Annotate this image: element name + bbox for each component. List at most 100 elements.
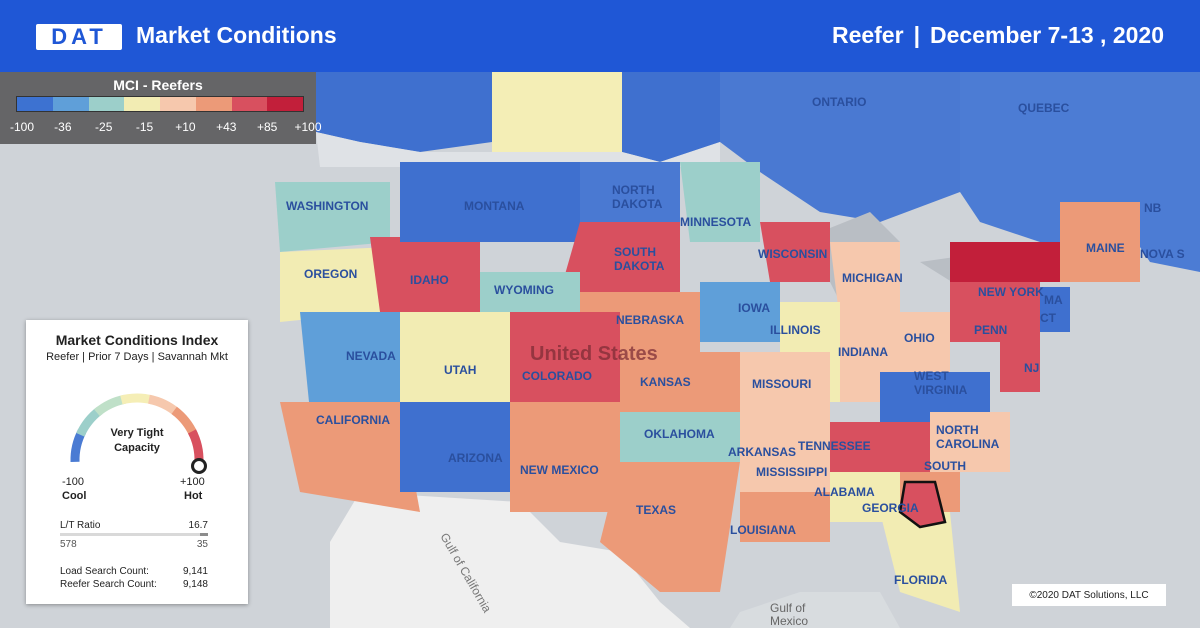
app-title: Market Conditions bbox=[136, 22, 337, 48]
region-indiana bbox=[840, 322, 890, 402]
region-alabama bbox=[830, 472, 900, 522]
map-label-oregon: OREGON bbox=[304, 267, 357, 281]
legend-tick-label: +10 bbox=[175, 120, 196, 134]
legend-tick-label: -25 bbox=[95, 120, 113, 134]
region-ma-ct bbox=[1040, 287, 1070, 332]
legend-tick-label: -36 bbox=[54, 120, 72, 134]
region-south-dakota bbox=[560, 222, 680, 292]
legend-color-scale bbox=[16, 96, 304, 112]
region-saskatchewan bbox=[492, 72, 622, 152]
map-label-oklahoma: OKLAHOMA bbox=[644, 427, 715, 441]
map-label-wisconsin: WISCONSIN bbox=[758, 247, 827, 261]
map-label-south-carolina: SOUTH bbox=[924, 459, 966, 473]
map-label-gulf-mexico-2: Mexico bbox=[770, 614, 808, 628]
legend-title: MCI - Reefers bbox=[113, 77, 203, 93]
dat-logo: DAT bbox=[36, 24, 122, 50]
gauge-min-label: Cool bbox=[62, 490, 87, 502]
copyright-notice: ©2020 DAT Solutions, LLC bbox=[1012, 584, 1166, 606]
map-label-ontario: ONTARIO bbox=[812, 95, 866, 109]
legend-swatch bbox=[17, 97, 53, 111]
region-missouri bbox=[740, 352, 830, 422]
gauge-min-value: -100 bbox=[62, 476, 85, 488]
map-label-north-carolina-2: CAROLINA bbox=[936, 437, 1000, 451]
map-label-ct: CT bbox=[1040, 311, 1057, 325]
map-labels: ONTARIO QUEBEC NB NOVA S MAINE WASHINGTO… bbox=[286, 95, 1185, 587]
mexico-land bbox=[330, 492, 690, 628]
legend-tick-label: +43 bbox=[216, 120, 237, 134]
map-label-washington: WASHINGTON bbox=[286, 199, 368, 213]
region-utah bbox=[400, 312, 510, 402]
region-nevada bbox=[300, 312, 400, 412]
region-wisconsin bbox=[760, 222, 830, 282]
region-colorado bbox=[510, 312, 620, 402]
gauge-segment bbox=[120, 393, 154, 405]
map-label-indiana: INDIANA bbox=[838, 345, 888, 359]
region-florida bbox=[880, 512, 960, 612]
legend-tick-label: -100 bbox=[9, 120, 35, 134]
map-label-montana: MONTANA bbox=[464, 199, 525, 213]
legend-tick-label: -15 bbox=[135, 120, 154, 134]
region-north-carolina bbox=[930, 412, 1010, 472]
map-label-california: CALIFORNIA bbox=[316, 413, 390, 427]
gauge-max-label: Hot bbox=[184, 490, 203, 502]
legend-swatch bbox=[195, 97, 232, 111]
legend-swatch bbox=[124, 97, 160, 111]
savannah-market-outline[interactable] bbox=[898, 480, 947, 529]
map-label-alabama: ALABAMA bbox=[814, 485, 875, 499]
legend-swatch bbox=[88, 97, 125, 111]
gauge-segment bbox=[70, 429, 87, 462]
map-label-nj: NJ bbox=[1024, 361, 1039, 375]
card-subtitle: Reefer | Prior 7 Days | Savannah Mkt bbox=[46, 351, 228, 363]
map-label-north-dakota-2: DAKOTA bbox=[612, 197, 663, 211]
map-label-texas: TEXAS bbox=[636, 503, 676, 517]
legend-swatch bbox=[52, 97, 89, 111]
mci-legend: MCI - Reefers -100 -36 -25 -15 +10 +43 +85 +100 bbox=[0, 72, 322, 144]
region-idaho bbox=[370, 237, 480, 312]
card-title: Market Conditions Index bbox=[55, 332, 219, 348]
legend-swatch bbox=[231, 97, 268, 111]
load-search-value: 9,141 bbox=[182, 566, 208, 577]
map-label-ma: MA bbox=[1044, 293, 1063, 307]
legend-tick-label: +100 bbox=[294, 120, 322, 134]
date-range: December 7-13 , 2020 bbox=[930, 22, 1164, 48]
gauge-segment bbox=[147, 394, 181, 417]
map-label-idaho: IDAHO bbox=[410, 273, 449, 287]
title-separator: | bbox=[913, 22, 920, 48]
market-map[interactable]: ONTARIO QUEBEC NB NOVA S MAINE WASHINGTO… bbox=[0, 72, 1200, 628]
map-label-quebec: QUEBEC bbox=[1018, 101, 1070, 115]
map-label-michigan: MICHIGAN bbox=[842, 271, 903, 285]
legend-swatch bbox=[267, 97, 303, 111]
region-california bbox=[280, 402, 420, 512]
gauge-marker bbox=[191, 458, 207, 474]
lt-ratio-bar bbox=[60, 533, 208, 536]
map-label-nb: NB bbox=[1144, 201, 1162, 215]
gauge-max-value: +100 bbox=[180, 476, 205, 488]
reefer-search-label: Reefer Search Count: bbox=[60, 579, 157, 590]
region-iowa bbox=[700, 282, 780, 342]
region-manitoba bbox=[622, 72, 720, 162]
map-country-label: United States bbox=[530, 343, 658, 365]
map-label-kansas: KANSAS bbox=[640, 375, 691, 389]
map-label-georgia: GEORGIA bbox=[862, 501, 919, 515]
segment-date-title: Reefer | December 7-13 , 2020 bbox=[832, 22, 1164, 49]
map-label-mississippi: MISSISSIPPI bbox=[756, 465, 827, 479]
region-nj bbox=[1000, 322, 1040, 392]
map-label-florida: FLORIDA bbox=[894, 573, 948, 587]
map-label-nebraska: NEBRASKA bbox=[616, 313, 684, 327]
region-kansas bbox=[620, 352, 740, 412]
region-ohio bbox=[890, 312, 950, 382]
gauge-segment bbox=[93, 394, 127, 417]
legend-tick-label: +85 bbox=[256, 120, 278, 134]
map-label-minnesota: MINNESOTA bbox=[680, 215, 751, 229]
map-label-south-dakota: SOUTH bbox=[614, 245, 656, 259]
map-label-arizona: ARIZONA bbox=[448, 451, 503, 465]
load-search-label: Load Search Count: bbox=[60, 566, 149, 577]
region-minnesota bbox=[680, 162, 760, 242]
map-label-arkansas: ARKANSAS bbox=[728, 445, 796, 459]
map-label-west-virginia: WEST bbox=[914, 369, 949, 383]
map-label-new-mexico: NEW MEXICO bbox=[520, 463, 599, 477]
header-bar: DAT Market Conditions Reefer | December 7-… bbox=[0, 0, 1200, 72]
region-oklahoma bbox=[620, 412, 740, 462]
region-maine-ne bbox=[1060, 202, 1140, 282]
map-label-north-carolina: NORTH bbox=[936, 423, 979, 437]
